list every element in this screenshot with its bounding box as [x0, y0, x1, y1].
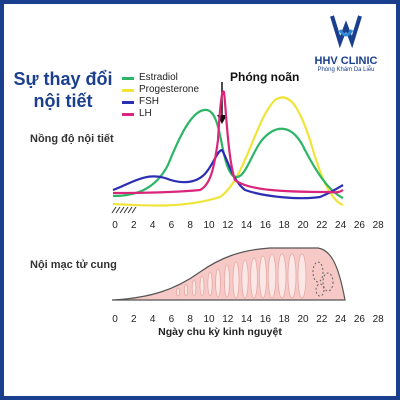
legend-label: Progesterone	[139, 84, 200, 95]
menstruation-hatch	[111, 206, 137, 214]
legend-label: Estradiol	[139, 72, 178, 83]
x-tick-label: 14	[241, 220, 253, 231]
legend: Estradiol Progesterone FSH LH	[122, 72, 199, 120]
estradiol-curve	[112, 108, 344, 199]
x-tick-label: 26	[354, 314, 366, 325]
x-tick-label: 16	[260, 314, 272, 325]
x-tick-label: 8	[187, 220, 193, 231]
legend-label: FSH	[139, 96, 159, 107]
lh-curve	[112, 90, 344, 195]
x-tick-label: 20	[297, 220, 309, 231]
ovulation-label: Phóng noãn	[230, 70, 300, 84]
x-tick-label: 20	[297, 314, 309, 325]
x-tick-label: 10	[203, 220, 215, 231]
endometrium-label: Nội mạc tử cung	[30, 259, 117, 271]
legend-item: LH	[122, 108, 199, 120]
shedding-region	[312, 261, 334, 297]
x-tick-label: 18	[279, 220, 291, 231]
x-tick-label: 2	[131, 314, 137, 325]
progesterone-curve	[112, 96, 344, 207]
fsh-curve	[112, 148, 344, 200]
x-tick-label: 0	[112, 220, 118, 231]
legend-item: Estradiol	[122, 72, 199, 84]
legend-swatch	[122, 76, 134, 80]
x-tick-label: 28	[373, 314, 385, 325]
clinic-name: HHV CLINIC	[314, 55, 378, 67]
x-tick-label: 24	[335, 220, 347, 231]
top-x-ticks: 0 2 4 6 8 10 12 14 16 18 20 22 24 26 28	[112, 220, 384, 231]
x-tick-label: 22	[316, 314, 328, 325]
x-tick-label: 6	[169, 220, 175, 231]
x-axis-label: Ngày chu kỳ kinh nguyệt	[158, 326, 282, 338]
clinic-logo: HHV CLINIC Phòng Khám Da Liễu	[300, 10, 392, 73]
diagram-title: Sự thay đổi nội tiết	[13, 69, 113, 111]
x-tick-label: 6	[169, 314, 175, 325]
x-tick-label: 2	[131, 220, 137, 231]
x-tick-label: 0	[112, 314, 118, 325]
x-tick-label: 28	[373, 220, 385, 231]
x-tick-label: 24	[335, 314, 347, 325]
hormone-axis-label: Nồng độ nội tiết	[30, 133, 114, 145]
legend-item: FSH	[122, 96, 199, 108]
legend-swatch	[122, 88, 134, 92]
legend-item: Progesterone	[122, 84, 199, 96]
clinic-subtitle: Phòng Khám Da Liễu	[317, 67, 375, 73]
x-tick-label: 8	[187, 314, 193, 325]
clinic-logo-icon	[330, 15, 362, 49]
legend-swatch	[122, 112, 134, 116]
bottom-x-ticks: 0 2 4 6 8 10 12 14 16 18 20 22 24 26 28	[112, 314, 384, 325]
x-tick-label: 26	[354, 220, 366, 231]
x-tick-label: 16	[260, 220, 272, 231]
x-tick-label: 22	[316, 220, 328, 231]
x-tick-label: 12	[222, 314, 234, 325]
x-tick-label: 14	[241, 314, 253, 325]
x-tick-label: 4	[150, 314, 156, 325]
x-tick-label: 12	[222, 220, 234, 231]
x-tick-label: 10	[203, 314, 215, 325]
x-tick-label: 4	[150, 220, 156, 231]
legend-swatch	[122, 100, 134, 104]
legend-label: LH	[139, 108, 152, 119]
x-tick-label: 18	[279, 314, 291, 325]
endometrial-glands	[176, 253, 307, 299]
